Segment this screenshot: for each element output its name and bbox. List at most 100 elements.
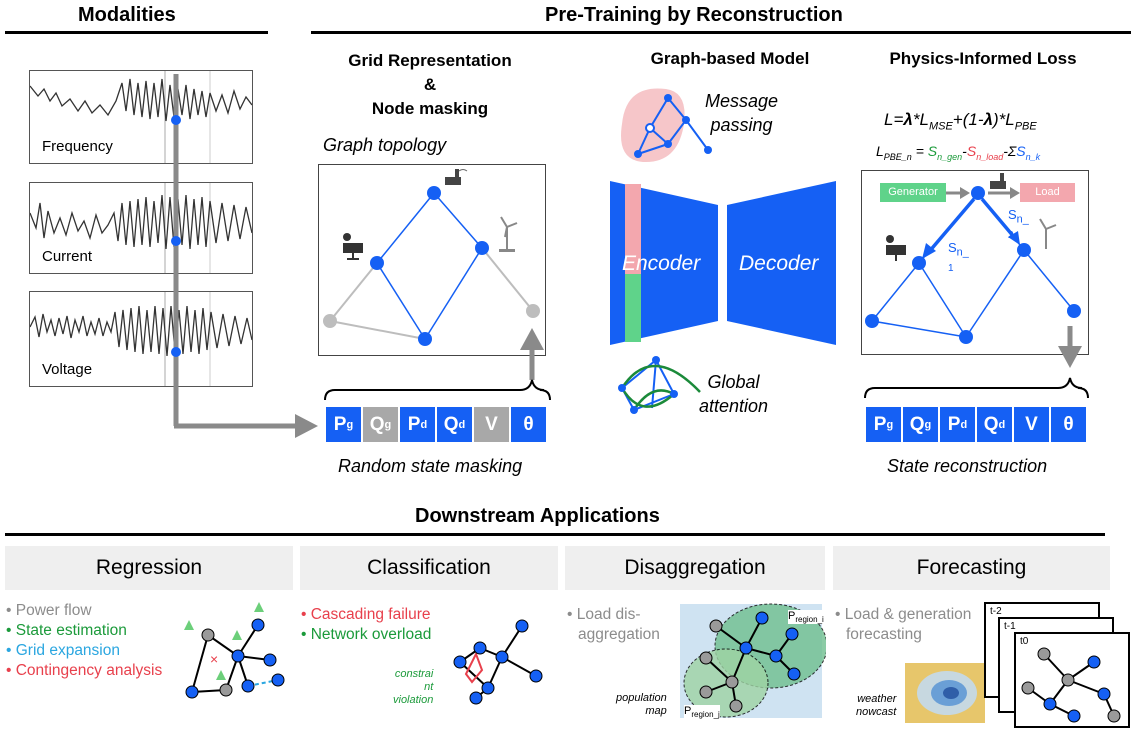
constraint-line3: violation xyxy=(393,694,434,706)
population-label-line1: population xyxy=(616,692,667,704)
weather-line2: nowcast xyxy=(856,706,897,718)
state-theta: θ xyxy=(511,407,546,442)
voltage-waveform: Voltage xyxy=(29,291,253,387)
modality-to-grid-arrow xyxy=(171,74,318,438)
modalities-title: Modalities xyxy=(78,4,176,26)
frequency-signal-icon xyxy=(29,71,253,163)
region-j-label: Pregion_j xyxy=(684,705,720,720)
modalities-divider xyxy=(5,31,268,34)
current-signal-icon xyxy=(29,183,253,273)
grid-title-line1: Grid Representation xyxy=(348,51,512,70)
message-passing-label: Message passing xyxy=(705,89,778,137)
loss-formula: L=λ*LMSE+(1-λ)*LPBE xyxy=(884,110,1037,133)
classification-graph: × xyxy=(453,619,543,705)
classification-header: Classification xyxy=(300,546,558,590)
regression-list: • Power flow • State estimation • Grid e… xyxy=(6,601,162,681)
grid-topology-panel xyxy=(318,164,546,356)
classification-item-1: • Cascading failure xyxy=(301,606,431,623)
regression-graph: × xyxy=(184,602,285,699)
encoder-decoder-icon xyxy=(610,181,836,345)
frame-label-t-2: t-2 xyxy=(990,606,1002,617)
grid-graph xyxy=(323,169,540,346)
solar-panel-icon xyxy=(886,235,906,261)
weather-nowcast-map xyxy=(905,663,985,723)
generator-box: Generator xyxy=(880,183,946,202)
forecasting-item-2: forecasting xyxy=(846,626,922,643)
voltage-signal-icon xyxy=(29,292,253,386)
frequency-label: Frequency xyxy=(42,138,113,155)
grid-title-line2: & xyxy=(423,75,437,94)
factory-icon xyxy=(445,169,468,185)
global-attention-line2: attention xyxy=(699,396,769,416)
global-attention-label: Global attention xyxy=(699,370,768,418)
flow-s2-label: Sn_ 2 xyxy=(1008,207,1029,241)
solar-panel-icon xyxy=(343,233,363,260)
wind-turbine-icon xyxy=(1039,218,1057,249)
pbe-formula: LPBE_n = Sn_gen-Sn_load-ΣSn_k xyxy=(876,143,1041,162)
state-v-masked: V xyxy=(474,407,509,442)
factory-icon xyxy=(990,173,1006,189)
global-attention-icon xyxy=(618,356,701,414)
flow-s1-label: Sn_ 1 xyxy=(948,240,969,274)
frame-label-t0: t0 xyxy=(1020,636,1029,647)
model-title: Graph-based Model xyxy=(650,49,810,68)
grid-title: Grid Representation & Node masking xyxy=(325,49,535,121)
region-i-label: Pregion_i xyxy=(788,610,824,625)
classification-item-2: • Network overload xyxy=(301,626,432,643)
weather-nowcast-label: weather nowcast xyxy=(856,693,896,719)
classification-list: • Cascading failure • Network overload xyxy=(301,605,431,645)
grid-title-line3: Node masking xyxy=(371,99,489,118)
reconstruct-brace-arrow xyxy=(864,326,1089,399)
weather-line1: weather xyxy=(857,693,897,705)
regression-header: Regression xyxy=(5,546,293,590)
pretraining-title: Pre-Training by Reconstruction xyxy=(545,4,843,26)
pretraining-divider xyxy=(311,31,1131,34)
global-attention-line1: Global xyxy=(707,372,760,392)
wind-turbine-icon xyxy=(499,216,518,252)
forecast-graph xyxy=(1021,647,1121,723)
disaggregation-list: • Load dis- aggregation xyxy=(567,605,660,645)
downstream-title: Downstream Applications xyxy=(415,505,660,527)
regression-item-2: • State estimation xyxy=(6,622,127,639)
constraint-violation-label: constrai nt violation xyxy=(393,668,433,707)
downstream-divider xyxy=(5,533,1105,536)
frequency-waveform: Frequency xyxy=(29,70,253,164)
svg-text:×: × xyxy=(210,651,218,667)
forecasting-header: Forecasting xyxy=(833,546,1110,590)
message-passing-line1: Message xyxy=(705,91,779,111)
constraint-line1: constrai xyxy=(394,668,434,680)
loss-title: Physics-Informed Loss xyxy=(889,49,1077,68)
regression-item-3: • Grid expansion xyxy=(6,642,120,659)
rec-state-v: V xyxy=(1014,407,1049,442)
loss-graph xyxy=(865,173,1081,344)
population-map-label: population map xyxy=(616,692,667,718)
voltage-label: Voltage xyxy=(42,361,93,378)
message-passing-line2: passing xyxy=(710,115,773,135)
state-reconstruction-label: State reconstruction xyxy=(887,456,1048,476)
forecasting-item-1: • Load & generation xyxy=(835,606,972,623)
disaggregation-item-1: • Load dis- xyxy=(567,606,641,623)
disaggregation-header: Disaggregation xyxy=(565,546,825,590)
graph-topology-label: Graph topology xyxy=(323,135,447,155)
load-box: Load xyxy=(1020,183,1075,202)
regression-item-4: • Contingency analysis xyxy=(6,662,163,679)
forecasting-list: • Load & generation forecasting xyxy=(835,605,971,645)
constraint-line2: nt xyxy=(424,681,434,693)
encoder-label: Encoder xyxy=(622,252,701,275)
rec-state-theta: θ xyxy=(1051,407,1086,442)
regression-item-1: • Power flow xyxy=(6,602,92,619)
random-masking-label: Random state masking xyxy=(338,456,523,476)
mask-brace-arrow xyxy=(324,328,551,401)
message-passing-icon xyxy=(621,88,712,162)
decoder-label: Decoder xyxy=(739,252,819,275)
current-label: Current xyxy=(42,248,93,265)
